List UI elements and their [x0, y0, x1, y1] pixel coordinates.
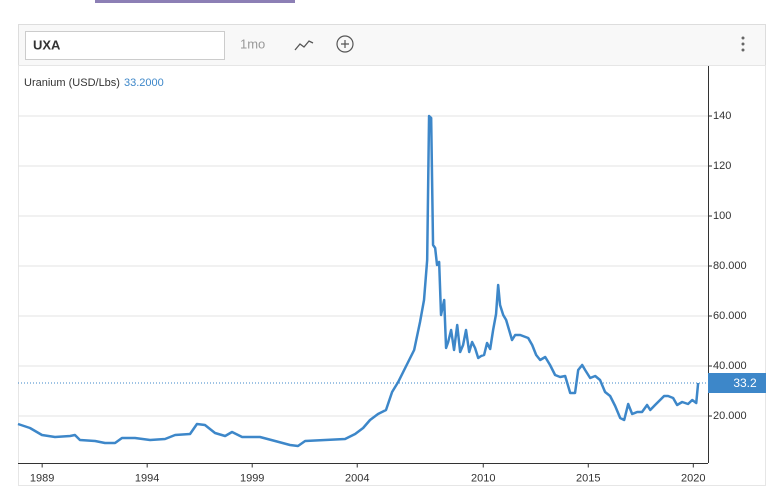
add-icon[interactable]: [336, 35, 354, 53]
plot-frame: [18, 65, 766, 486]
y-tick-label: 80.000: [713, 260, 747, 272]
last-value-box: [708, 373, 766, 393]
header-value: 33.2000: [124, 77, 164, 89]
symbol-input[interactable]: [25, 31, 225, 60]
x-tick-label: 1994: [135, 472, 159, 484]
top-bar: [95, 0, 295, 3]
range-button[interactable]: 1mo: [240, 36, 265, 51]
last-value-label: 33.2: [733, 376, 757, 390]
menu-icon[interactable]: [741, 36, 745, 52]
y-tick-label: 140: [713, 110, 731, 122]
x-tick-label: 1989: [30, 472, 54, 484]
y-tick-label: 100: [713, 210, 731, 222]
x-tick-label: 2015: [576, 472, 600, 484]
series-name: Uranium (USD/Lbs): [24, 77, 120, 89]
chart-type-icon[interactable]: [294, 40, 314, 51]
x-tick-label: 2004: [345, 472, 369, 484]
y-tick-label: 20.000: [713, 410, 747, 422]
x-tick-label: 1999: [240, 472, 264, 484]
y-tick-label: 40.000: [713, 360, 747, 372]
x-tick-label: 2020: [681, 472, 705, 484]
y-tick-label: 120: [713, 160, 731, 172]
line-series: [17, 114, 700, 448]
y-tick-label: 60.000: [713, 310, 747, 322]
symbol: UXA: [33, 37, 61, 52]
x-tick-label: 2010: [471, 472, 495, 484]
